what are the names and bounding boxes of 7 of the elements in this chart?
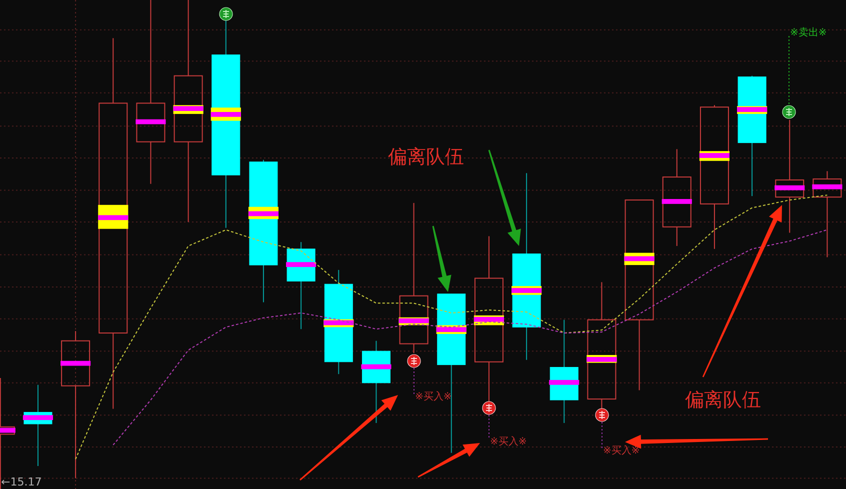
annotation: ※买入※ — [603, 446, 640, 456]
annotation: 偏离队伍 — [388, 146, 464, 168]
annotation: ※卖出※ — [790, 28, 827, 38]
annotation: ←15.17 — [1, 476, 42, 488]
annotation: ※买入※ — [490, 436, 527, 448]
annotation: ※买入※ — [415, 392, 452, 402]
annotation: 偏离队伍 — [685, 389, 761, 411]
